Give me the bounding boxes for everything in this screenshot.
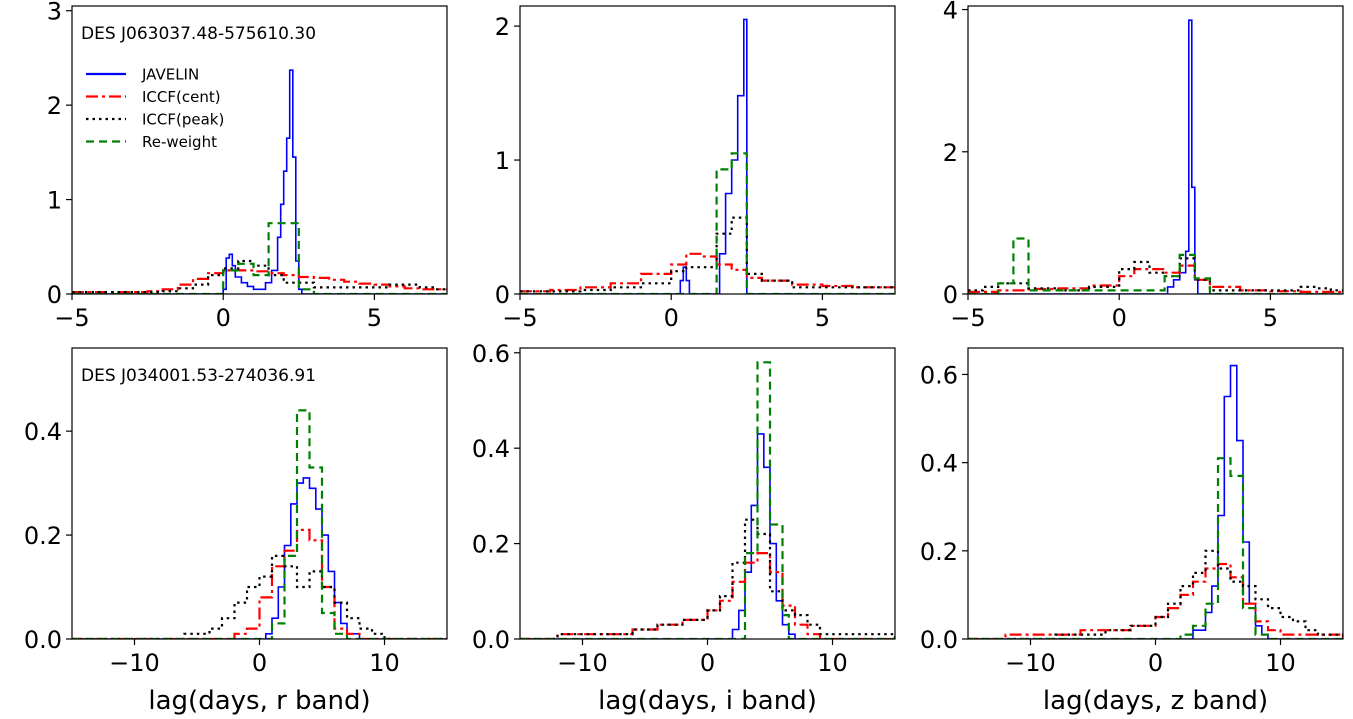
y-tick-label: 1 [47, 187, 62, 215]
legend: JAVELIN ICCF(cent) ICCF(peak) Re-weight [86, 66, 224, 151]
series-line-iccf-cent- [72, 269, 447, 294]
y-tick-label: 0.4 [472, 435, 510, 463]
object-name-annotation: DES J034001.53-274036.91 [81, 366, 316, 386]
y-tick-label: 0.4 [920, 450, 958, 478]
series-line-javelin [72, 69, 447, 294]
x-tick-label: 0 [664, 304, 679, 332]
series-group [520, 361, 895, 639]
series-line-javelin [968, 19, 1343, 294]
axes-frame [71, 5, 448, 295]
x-tick-label: 0 [700, 649, 715, 677]
series-group [968, 364, 1343, 639]
subplot-6: −10 0 10 0.0 0.2 0.4 0.6 lag(days, z band) [920, 347, 1344, 716]
axes-frame [519, 5, 896, 295]
y-tick-label: 2 [495, 13, 510, 41]
series-line-javelin [72, 477, 447, 639]
x-tick-label: −5 [950, 304, 985, 332]
x-tick-label: 10 [369, 649, 400, 677]
series-line-javelin [520, 18, 895, 294]
legend-label: ICCF(peak) [142, 111, 224, 129]
axes-frame [967, 347, 1344, 640]
y-tick-label: 3 [47, 0, 62, 26]
axes-frame [967, 5, 1344, 295]
series-line-re-weight [520, 152, 895, 294]
series-line-iccf-peak- [520, 216, 895, 293]
series-line-iccf-cent- [968, 264, 1343, 293]
object-name-annotation: DES J063037.48-575610.30 [81, 24, 316, 44]
series-line-javelin [968, 364, 1343, 639]
x-tick-label: 0 [1148, 649, 1163, 677]
y-tick-label: 0 [495, 281, 510, 309]
legend-label: ICCF(cent) [142, 88, 221, 106]
series-group [72, 409, 447, 639]
series-group [520, 18, 895, 294]
series-line-iccf-cent- [520, 552, 895, 639]
subplot-4: −10 0 10 0.0 0.2 0.4 lag(days, r band) DES J034… [24, 347, 448, 716]
series-group [968, 19, 1343, 294]
series-line-re-weight [968, 457, 1343, 639]
series-line-iccf-peak- [968, 549, 1343, 639]
y-tick-label: 0.4 [24, 418, 62, 446]
series-line-iccf-cent- [968, 562, 1343, 639]
x-axis-label: lag(days, r band) [148, 686, 370, 716]
y-tick-label: 4 [943, 0, 958, 25]
axes-frame [71, 347, 448, 640]
series-line-iccf-peak- [968, 257, 1343, 292]
y-tick-label: 2 [47, 92, 62, 120]
x-tick-label: 5 [367, 304, 382, 332]
x-tick-label: 5 [1263, 304, 1278, 332]
x-axis-label: lag(days, i band) [598, 686, 817, 716]
axes-frame [519, 347, 896, 640]
y-tick-label: 0.0 [24, 626, 62, 654]
x-tick-label: −10 [109, 649, 160, 677]
x-tick-label: 0 [1112, 304, 1127, 332]
x-tick-label: 5 [815, 304, 830, 332]
y-tick-label: 0.2 [920, 538, 958, 566]
series-line-re-weight [520, 361, 895, 639]
legend-label: Re-weight [142, 133, 217, 151]
x-tick-label: −5 [54, 304, 89, 332]
series-line-iccf-peak- [520, 518, 895, 639]
series-line-iccf-cent- [520, 252, 895, 293]
x-tick-label: 10 [817, 649, 848, 677]
y-tick-label: 1 [495, 147, 510, 175]
x-tick-label: −5 [502, 304, 537, 332]
series-line-re-weight [72, 222, 447, 294]
y-tick-label: 0.0 [472, 626, 510, 654]
y-tick-label: 0.2 [472, 531, 510, 559]
y-tick-label: 0.2 [24, 522, 62, 550]
y-tick-label: 0.0 [920, 626, 958, 654]
x-tick-label: −10 [1005, 649, 1056, 677]
y-tick-label: 0.6 [472, 340, 510, 368]
legend-label: JAVELIN [141, 66, 199, 84]
series-line-re-weight [968, 237, 1343, 294]
x-tick-label: −10 [557, 649, 608, 677]
x-tick-label: 0 [252, 649, 267, 677]
series-line-javelin [520, 433, 895, 639]
y-tick-label: 2 [943, 139, 958, 167]
series-group [72, 69, 447, 294]
series-line-re-weight [72, 409, 447, 639]
series-line-iccf-peak- [72, 554, 447, 639]
x-tick-label: 10 [1265, 649, 1296, 677]
y-tick-label: 0 [943, 281, 958, 309]
y-tick-label: 0 [47, 281, 62, 309]
x-axis-label: lag(days, z band) [1043, 686, 1268, 716]
subplot-5: −10 0 10 0.0 0.2 0.4 0.6 lag(days, i band) [472, 340, 896, 716]
x-tick-label: 0 [216, 304, 231, 332]
y-tick-label: 0.6 [920, 361, 958, 389]
